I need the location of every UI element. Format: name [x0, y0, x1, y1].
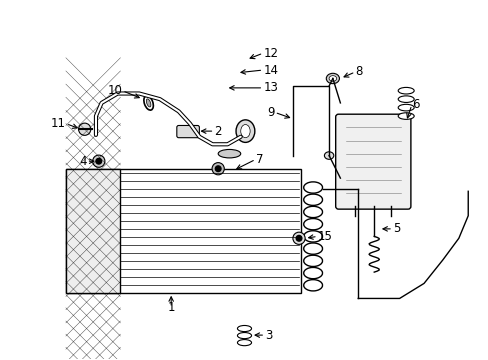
Text: 10: 10	[107, 84, 122, 97]
Ellipse shape	[93, 155, 105, 167]
Text: 8: 8	[355, 66, 362, 78]
Ellipse shape	[325, 73, 339, 84]
Ellipse shape	[397, 87, 413, 94]
Bar	[66, 169, 120, 293]
Ellipse shape	[397, 96, 413, 103]
Ellipse shape	[218, 149, 240, 158]
Text: 12: 12	[263, 46, 278, 60]
Ellipse shape	[324, 152, 333, 159]
Ellipse shape	[146, 99, 151, 107]
Ellipse shape	[397, 113, 413, 120]
Text: 15: 15	[317, 230, 332, 243]
Ellipse shape	[237, 339, 251, 346]
Ellipse shape	[328, 76, 336, 81]
Text: 3: 3	[264, 329, 272, 342]
Ellipse shape	[236, 120, 254, 143]
Text: 1: 1	[167, 301, 175, 314]
Text: 6: 6	[411, 98, 419, 111]
Text: 14: 14	[263, 63, 278, 77]
Ellipse shape	[212, 163, 224, 175]
FancyBboxPatch shape	[335, 114, 410, 209]
Ellipse shape	[143, 96, 153, 110]
Ellipse shape	[215, 166, 221, 171]
Text: 7: 7	[255, 153, 263, 166]
Text: 9: 9	[266, 106, 274, 119]
Ellipse shape	[240, 125, 250, 138]
Text: 11: 11	[51, 117, 66, 130]
Text: 5: 5	[392, 222, 400, 235]
Text: 2: 2	[214, 125, 222, 138]
Text: 4: 4	[79, 155, 86, 168]
Text: 13: 13	[263, 81, 278, 94]
FancyBboxPatch shape	[177, 126, 199, 138]
Ellipse shape	[292, 232, 305, 244]
Ellipse shape	[296, 235, 301, 241]
Ellipse shape	[397, 104, 413, 111]
Ellipse shape	[79, 123, 91, 135]
Bar	[66, 169, 300, 293]
Ellipse shape	[96, 158, 102, 164]
Ellipse shape	[237, 325, 251, 332]
Ellipse shape	[237, 333, 251, 339]
